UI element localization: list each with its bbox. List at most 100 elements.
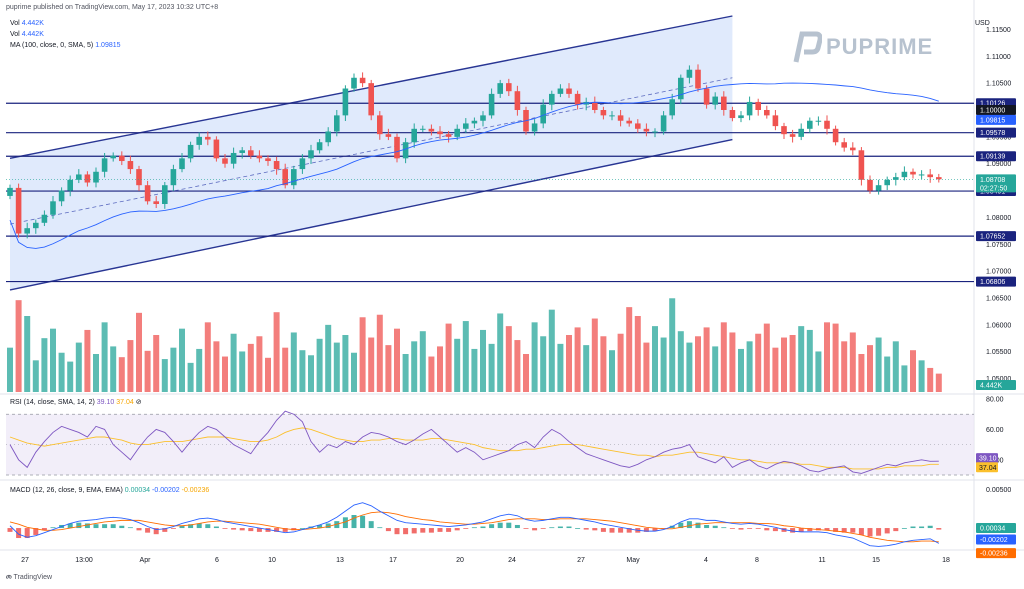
volume-bar	[755, 333, 762, 392]
macd-histogram-bar	[360, 515, 366, 529]
price-tick-label: 1.05000	[986, 376, 1011, 383]
candle-body	[910, 171, 916, 175]
candle-body	[678, 77, 684, 100]
candle-body	[351, 77, 357, 89]
candle-body	[635, 123, 641, 129]
macd-histogram-bar	[876, 528, 882, 536]
macd-histogram-bar	[403, 528, 409, 535]
tradingview-logo-icon: ⧝	[6, 574, 12, 581]
macd-histogram-bar	[738, 528, 744, 530]
candle-body	[41, 214, 48, 223]
macd-histogram-bar	[127, 527, 133, 529]
candle-body	[213, 139, 220, 159]
tradingview-footer: ⧝ TradingView	[6, 574, 52, 582]
macd-histogram-bar	[377, 527, 383, 529]
time-axis-label: 20	[456, 557, 464, 564]
volume-bar	[127, 340, 134, 392]
volume-bar	[50, 328, 56, 392]
time-axis-label: 24	[508, 557, 516, 564]
macd-histogram-bar	[618, 528, 624, 533]
price-tick-label: 1.11500	[986, 27, 1011, 34]
candle-body	[153, 201, 159, 204]
candle-body	[703, 88, 710, 105]
macd-histogram-bar	[119, 525, 125, 529]
candle-body	[669, 99, 675, 116]
macd-histogram-bar	[540, 528, 546, 529]
level-badge	[976, 231, 1016, 242]
level-badge-label: 1.09578	[980, 130, 1005, 137]
volume-bar	[316, 338, 323, 392]
price-badge-sublabel: 02:27:50	[980, 185, 1007, 192]
volume-bar	[402, 354, 409, 392]
macd-histogram-bar	[919, 526, 925, 529]
macd-histogram-bar	[463, 528, 469, 529]
candle-body	[222, 158, 228, 164]
channel-lower-line[interactable]	[9, 138, 733, 291]
macd-badge	[976, 523, 1016, 534]
macd-histogram-bar	[867, 528, 873, 537]
macd-histogram-bar	[824, 528, 830, 531]
candle-body	[359, 77, 366, 84]
candle-body	[746, 101, 753, 116]
volume-bar	[789, 335, 796, 392]
legend-ma-value: 1.09815	[95, 42, 121, 49]
macd-histogram-bar	[428, 528, 434, 533]
volume-bar	[763, 323, 770, 392]
volume-bar	[781, 337, 787, 392]
candle-body	[291, 169, 297, 186]
macd-histogram-bar	[884, 528, 890, 534]
price-tick-label: 1.10500	[986, 81, 1011, 88]
volume-bar	[411, 341, 418, 392]
volume-bar	[806, 329, 813, 392]
volume-bar	[583, 345, 590, 392]
volume-bar	[101, 322, 108, 392]
tradingview-brand: TradingView	[13, 574, 53, 581]
macd-histogram-bar	[299, 528, 305, 529]
candle-body	[721, 96, 727, 110]
volume-bar	[892, 341, 899, 392]
macd-badge-label: -0.00236	[980, 551, 1008, 558]
candle-body	[428, 128, 435, 132]
volume-bar	[652, 326, 658, 392]
volume-bar	[32, 360, 39, 392]
candle-body	[626, 120, 632, 124]
volume-bar	[669, 298, 676, 392]
macd-histogram-bar	[755, 528, 761, 529]
candle-body	[832, 128, 839, 143]
candle-body	[282, 169, 288, 186]
macd-histogram-bar	[764, 528, 770, 531]
volume-bar	[557, 343, 564, 392]
volume-bar	[849, 332, 856, 392]
price-tick-label: 1.09500	[986, 134, 1011, 141]
candle-body	[248, 150, 254, 156]
volume-bar	[798, 326, 805, 392]
volume-bar	[910, 350, 916, 392]
candle-body	[273, 161, 280, 170]
volume-bar	[419, 331, 426, 392]
volume-bar	[256, 336, 263, 392]
price-badge-label: 1.10000	[980, 108, 1005, 115]
macd-histogram-bar	[256, 528, 262, 532]
macd-histogram-bar	[325, 523, 331, 529]
volume-bar	[161, 359, 168, 392]
candle-body	[781, 126, 787, 135]
macd-histogram-bar	[385, 528, 391, 532]
macd-histogram-bar	[927, 525, 933, 529]
volume-bar	[617, 333, 624, 392]
time-axis-label: 17	[389, 557, 397, 564]
volume-bar	[720, 322, 727, 392]
candle-body	[609, 115, 615, 117]
currency-label: USD	[975, 20, 990, 27]
legend-rsi: RSI (14, close, SMA, 14, 2) 39.10 37.04 …	[10, 398, 142, 406]
candle-body	[488, 93, 495, 116]
volume-bar	[136, 312, 142, 392]
candle-body	[798, 128, 804, 137]
eye-icon[interactable]: ⊘	[135, 399, 142, 406]
candle-body	[566, 88, 572, 94]
macd-histogram-bar	[841, 528, 847, 533]
candle-body	[772, 115, 779, 127]
macd-histogram-bar	[136, 528, 142, 531]
candle-body	[84, 174, 91, 183]
candle-body	[643, 128, 650, 132]
